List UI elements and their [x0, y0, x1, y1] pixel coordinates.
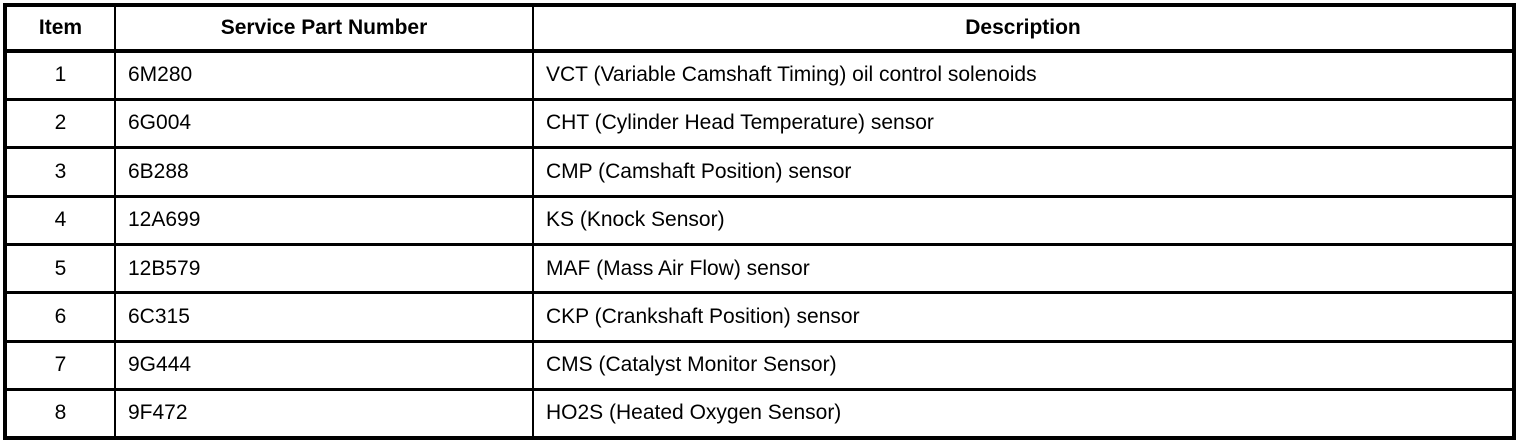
table-row: 7 9G444 CMS (Catalyst Monitor Sensor) — [4, 339, 1515, 392]
part-description: CMS (Catalyst Monitor Sensor) — [532, 339, 1515, 392]
part-description: CMP (Camshaft Position) sensor — [532, 146, 1515, 198]
item-number: 5 — [4, 242, 116, 295]
item-number: 6 — [4, 291, 116, 343]
table-header: Item Service Part Number Description — [4, 3, 1515, 53]
part-number: 6G004 — [114, 97, 534, 150]
item-number: 3 — [4, 146, 116, 198]
part-number: 12A699 — [114, 194, 534, 247]
table-row: 6 6C315 CKP (Crankshaft Position) sensor — [4, 291, 1515, 343]
service-parts-table: Item Service Part Number Description 1 6… — [3, 3, 1516, 440]
column-header-description: Description — [532, 3, 1515, 53]
table-row: 3 6B288 CMP (Camshaft Position) sensor — [4, 146, 1515, 198]
part-description: CHT (Cylinder Head Temperature) sensor — [532, 97, 1515, 150]
part-number: 12B579 — [114, 242, 534, 295]
item-number: 7 — [4, 339, 116, 392]
table-row: 8 9F472 HO2S (Heated Oxygen Sensor) — [4, 388, 1515, 440]
table-body: 1 6M280 VCT (Variable Camshaft Timing) o… — [4, 49, 1515, 440]
part-description: HO2S (Heated Oxygen Sensor) — [532, 388, 1515, 440]
item-number: 8 — [4, 388, 116, 440]
header-row: Item Service Part Number Description — [4, 3, 1515, 53]
part-description: KS (Knock Sensor) — [532, 194, 1515, 247]
item-number: 1 — [4, 49, 116, 101]
part-number: 9F472 — [114, 388, 534, 440]
table-row: 4 12A699 KS (Knock Sensor) — [4, 194, 1515, 247]
part-description: CKP (Crankshaft Position) sensor — [532, 291, 1515, 343]
part-number: 6M280 — [114, 49, 534, 101]
column-header-item: Item — [4, 3, 116, 53]
item-number: 4 — [4, 194, 116, 247]
part-description: VCT (Variable Camshaft Timing) oil contr… — [532, 49, 1515, 101]
part-description: MAF (Mass Air Flow) sensor — [532, 242, 1515, 295]
column-header-part-number: Service Part Number — [114, 3, 534, 53]
table-row: 2 6G004 CHT (Cylinder Head Temperature) … — [4, 97, 1515, 150]
table-row: 5 12B579 MAF (Mass Air Flow) sensor — [4, 242, 1515, 295]
part-number: 6B288 — [114, 146, 534, 198]
table-row: 1 6M280 VCT (Variable Camshaft Timing) o… — [4, 49, 1515, 101]
part-number: 6C315 — [114, 291, 534, 343]
item-number: 2 — [4, 97, 116, 150]
part-number: 9G444 — [114, 339, 534, 392]
